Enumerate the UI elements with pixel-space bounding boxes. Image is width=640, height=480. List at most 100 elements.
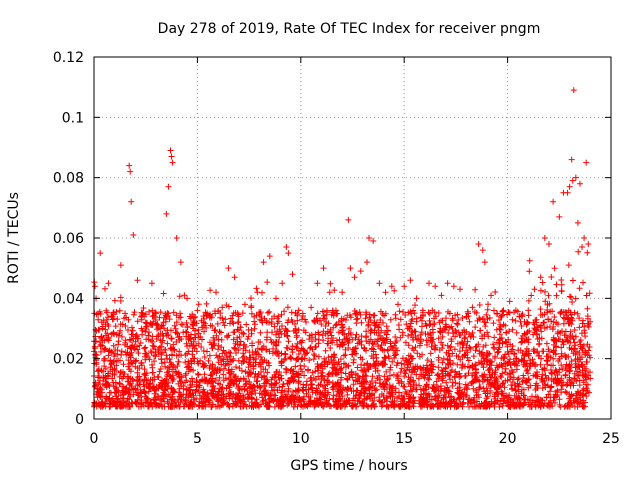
data-point [169, 159, 176, 166]
data-point [394, 301, 401, 308]
data-point [475, 241, 482, 248]
data-point [173, 235, 180, 241]
data-point [351, 274, 358, 281]
data-point [231, 274, 238, 281]
data-point [556, 213, 563, 220]
x-tick-label: 25 [602, 431, 620, 447]
data-point [531, 286, 538, 293]
data-point [357, 268, 364, 275]
data-point [401, 283, 408, 290]
data-point [469, 304, 476, 311]
data-point [579, 244, 586, 251]
data-point [570, 87, 577, 94]
data-point [260, 259, 267, 266]
data-point [585, 241, 592, 248]
data-point [272, 295, 279, 302]
data-point [370, 238, 377, 245]
data-point [128, 198, 135, 205]
data-point [481, 259, 488, 266]
y-axis-title: ROTI / TECUs [6, 192, 22, 284]
data-point [177, 259, 184, 266]
y-tick-label: 0.04 [53, 291, 84, 307]
data-point [295, 307, 302, 314]
data-point [576, 180, 583, 187]
data-point [363, 259, 370, 266]
data-point [407, 277, 414, 284]
data-point [266, 253, 273, 260]
data-point [339, 289, 346, 296]
data-point [314, 280, 321, 287]
chart-title: Day 278 of 2019, Rate Of TEC Index for r… [158, 21, 541, 37]
axis-ticks [93, 56, 612, 420]
data-point [541, 235, 548, 241]
data-point [168, 153, 175, 160]
data-point [283, 244, 290, 251]
y-tick-label: 0.06 [53, 231, 84, 247]
data-point [241, 301, 248, 308]
grid-lines [94, 57, 611, 419]
data-point [130, 231, 137, 238]
data-point [122, 310, 129, 317]
data-point [376, 280, 383, 287]
data-point [97, 250, 104, 257]
data-point [194, 307, 201, 314]
data-point [581, 235, 588, 241]
x-tick-labels: 0 5 10 15 20 25 [90, 431, 620, 447]
data-point [545, 241, 552, 248]
data-point [92, 283, 99, 290]
x-tick-label: 20 [499, 431, 517, 447]
x-tick-label: 0 [90, 431, 99, 447]
data-point [167, 147, 174, 154]
data-points [92, 87, 592, 344]
data-point [564, 189, 571, 196]
y-tick-label: 0.1 [62, 110, 84, 126]
data-point [568, 156, 575, 163]
data-point [105, 280, 112, 287]
data-point [134, 277, 141, 284]
data-point [345, 216, 352, 223]
data-point [550, 198, 557, 205]
data-point [148, 280, 155, 287]
data-point [163, 210, 170, 217]
y-tick-label: 0 [75, 412, 84, 428]
data-point [438, 292, 445, 299]
data-point [184, 295, 191, 302]
data-point [413, 295, 420, 302]
data-point [347, 265, 354, 272]
y-tick-labels: 0 0.02 0.04 0.06 0.08 0.1 0.12 [53, 50, 84, 428]
data-point [165, 183, 172, 190]
data-point [117, 262, 124, 269]
x-tick-label: 10 [292, 431, 310, 447]
data-point [213, 289, 220, 296]
y-tick-label: 0.12 [53, 50, 84, 66]
data-point [326, 289, 333, 296]
data-point [574, 219, 581, 226]
data-point [566, 183, 573, 190]
data-point [225, 265, 232, 272]
data-point [127, 168, 134, 175]
data-point [569, 177, 576, 184]
data-point [279, 280, 286, 287]
data-point [219, 304, 226, 311]
data-point [308, 304, 315, 311]
data-point [366, 235, 373, 241]
data-point [289, 271, 296, 278]
data-point [285, 250, 292, 257]
data-point [382, 289, 389, 296]
data-point [488, 292, 495, 299]
data-point [432, 283, 439, 290]
x-axis-title: GPS time / hours [290, 458, 407, 474]
x-tick-label: 5 [193, 431, 202, 447]
data-point [444, 280, 451, 287]
point-cloud [91, 248, 594, 410]
x-tick-label: 15 [395, 431, 413, 447]
data-point [450, 283, 457, 290]
data-point [583, 159, 590, 166]
point-cloud-marks [91, 248, 594, 410]
y-tick-label: 0.02 [53, 352, 84, 368]
data-point [426, 280, 433, 287]
data-point [320, 265, 327, 272]
y-tick-label: 0.08 [53, 171, 84, 187]
data-point [506, 298, 513, 305]
